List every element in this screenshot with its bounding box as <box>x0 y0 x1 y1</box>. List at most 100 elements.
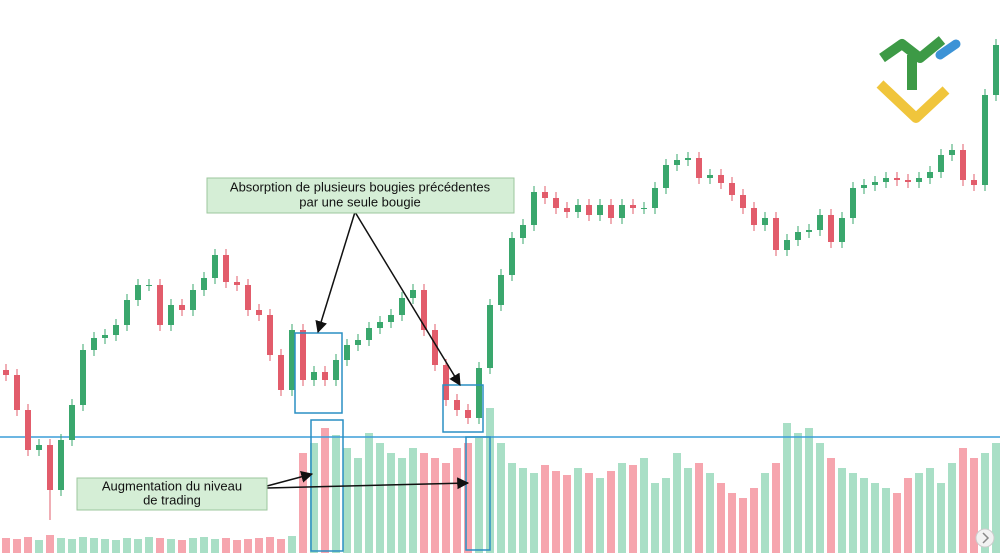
candle-body <box>146 285 152 286</box>
candle-body <box>465 410 471 418</box>
candle-body <box>69 405 75 440</box>
candle-body <box>597 205 603 215</box>
candle-body <box>839 218 845 242</box>
candle-body <box>201 278 207 290</box>
volume-bar <box>266 537 274 553</box>
annotation-text: Augmentation du niveau <box>102 478 242 493</box>
volume-bar <box>959 448 967 553</box>
candle-body <box>256 310 262 315</box>
candle-body <box>575 205 581 212</box>
candle-body <box>25 410 31 450</box>
candle-body <box>58 440 64 490</box>
volume-bar <box>112 540 120 553</box>
volume-bar <box>90 538 98 553</box>
volume-bar <box>695 463 703 553</box>
volume-bar <box>574 468 582 553</box>
volume-bar <box>629 465 637 553</box>
candle-body <box>696 158 702 178</box>
annotation-text: de trading <box>143 492 201 507</box>
annotation-text: Absorption de plusieurs bougies précéden… <box>230 179 491 194</box>
candle-body <box>454 400 460 410</box>
candle-body <box>630 205 636 208</box>
candle-body <box>652 188 658 208</box>
volume-bar <box>937 483 945 553</box>
volume-bar <box>662 478 670 553</box>
candle-body <box>971 180 977 185</box>
candle-body <box>674 160 680 165</box>
candle-body <box>784 240 790 250</box>
candle-body <box>300 330 306 380</box>
candle-body <box>113 325 119 335</box>
volume-bar <box>783 423 791 553</box>
candle-body <box>3 370 9 375</box>
volume-bar <box>497 443 505 553</box>
annotation: Augmentation du niveau de trading <box>76 477 268 511</box>
candle-body <box>883 178 889 182</box>
candle-body <box>476 368 482 418</box>
logo-mark <box>876 80 950 123</box>
volume-bar <box>310 443 318 553</box>
candle-body <box>520 225 526 238</box>
candle-body <box>729 183 735 195</box>
volume-bar <box>728 493 736 553</box>
volume-bar <box>761 473 769 553</box>
candle-body <box>36 445 42 450</box>
volume-bar <box>871 483 879 553</box>
candle-body <box>927 172 933 178</box>
candle-body <box>553 198 559 208</box>
volume-bar <box>673 453 681 553</box>
candle-body <box>498 275 504 305</box>
scroll-button[interactable] <box>975 528 995 548</box>
volume-bar <box>299 453 307 553</box>
volume-bar <box>332 435 340 553</box>
candle-body <box>47 445 53 490</box>
volume-bar <box>882 488 890 553</box>
volume-bar <box>453 448 461 553</box>
candle-body <box>289 330 295 390</box>
volume-bar <box>519 468 527 553</box>
volume-bar <box>805 428 813 553</box>
candle-body <box>663 165 669 188</box>
candle-body <box>267 315 273 355</box>
arrow <box>266 477 470 490</box>
candle-body <box>795 232 801 240</box>
volume-bar <box>2 538 10 553</box>
volume-bar <box>541 465 549 553</box>
candle-body <box>234 282 240 285</box>
volume-bar <box>68 539 76 553</box>
arrow <box>266 470 314 487</box>
candle-body <box>388 315 394 322</box>
volume-bar <box>926 468 934 553</box>
volume-bar <box>79 537 87 553</box>
volume-bar <box>321 428 329 553</box>
candle-body <box>190 290 196 310</box>
highlight-box <box>442 384 484 433</box>
candle-body <box>223 255 229 282</box>
candle-body <box>916 178 922 182</box>
candle-body <box>91 338 97 350</box>
volume-bar <box>134 539 142 553</box>
logo-mark <box>879 36 946 63</box>
candle-body <box>608 205 614 218</box>
annotation-box <box>76 477 268 511</box>
annotation-text: par une seule bougie <box>299 194 420 209</box>
arrows <box>266 211 470 490</box>
candle-body <box>982 95 988 185</box>
volume-bar <box>200 537 208 553</box>
volume-bar <box>794 433 802 553</box>
candle-body <box>707 175 713 178</box>
volume-bar <box>915 473 923 553</box>
candle-body <box>949 150 955 155</box>
candle-body <box>861 185 867 188</box>
volume-bar <box>563 475 571 553</box>
volume-bar <box>376 443 384 553</box>
candle-body <box>872 182 878 185</box>
candle-body <box>179 305 185 310</box>
volume-bar <box>189 538 197 553</box>
candle-body <box>421 290 427 330</box>
volume-bar <box>409 448 417 553</box>
volume-bar <box>981 453 989 553</box>
annotation-box <box>206 177 515 214</box>
volume-bar <box>24 537 32 553</box>
